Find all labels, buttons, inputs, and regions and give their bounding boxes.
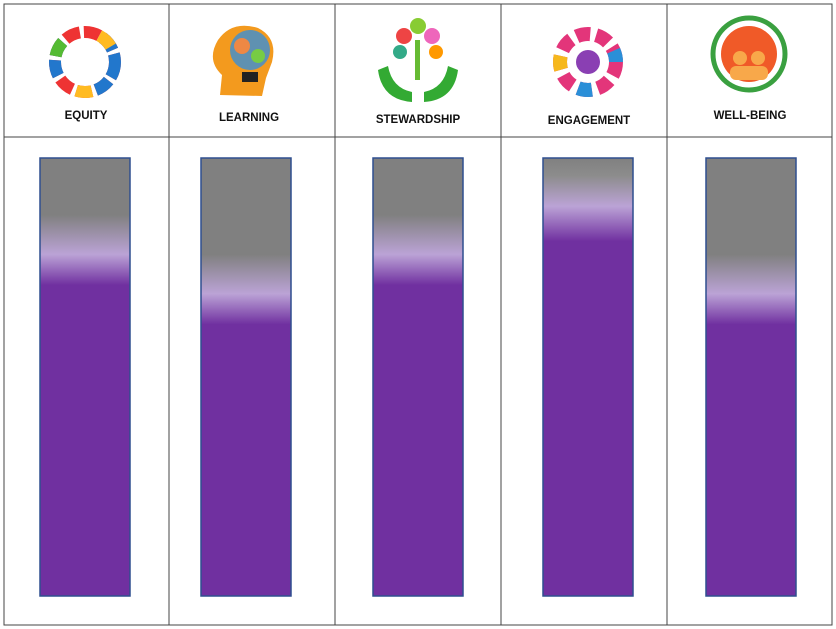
engagement-icon [553, 27, 623, 97]
stewardship-icon [378, 18, 458, 102]
column-label: STEWARDSHIP [376, 114, 461, 126]
equity-icon [49, 26, 121, 98]
table-frame [3, 3, 833, 626]
gauge-bar [200, 157, 292, 597]
column-label: LEARNING [219, 112, 279, 124]
gauge-bar [372, 157, 464, 597]
gauge-bar [39, 157, 131, 597]
gauge-bar [705, 157, 797, 597]
column-label: ENGAGEMENT [548, 115, 630, 127]
learning-icon [212, 25, 274, 96]
gauge-bar [542, 157, 634, 597]
column-label: WELL-BEING [714, 110, 787, 122]
column-label: EQUITY [65, 110, 108, 122]
well-being-icon [710, 15, 788, 93]
